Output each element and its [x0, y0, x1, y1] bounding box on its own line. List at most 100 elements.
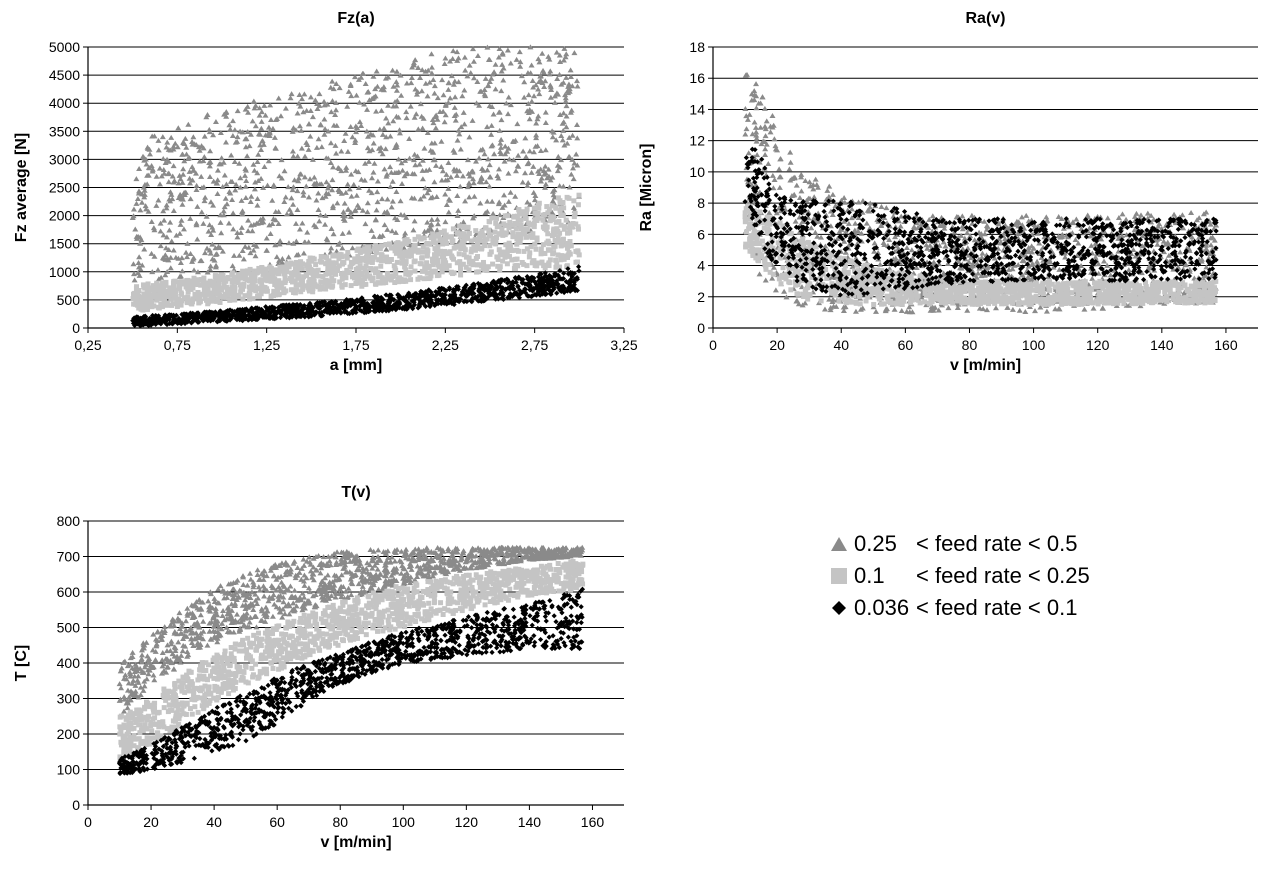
triangle-point — [189, 164, 196, 170]
diamond-point — [568, 276, 574, 283]
triangle-point — [855, 199, 862, 205]
triangle-point — [214, 180, 221, 186]
triangle-point — [484, 208, 491, 214]
square-point — [557, 238, 563, 244]
diamond-point — [290, 302, 296, 308]
square-point — [565, 255, 571, 261]
square-point — [173, 287, 179, 293]
triangle-point — [187, 250, 194, 256]
triangle-point — [234, 134, 241, 140]
diamond-point — [268, 306, 275, 312]
square-point — [561, 226, 567, 232]
diamond-point — [280, 307, 286, 313]
diamond-point — [288, 307, 295, 314]
square-point — [259, 282, 265, 288]
triangle-point — [190, 134, 197, 140]
square-point — [307, 276, 313, 282]
diamond-point — [420, 291, 426, 297]
diamond-point — [139, 321, 145, 327]
triangle-point — [355, 76, 362, 82]
triangle-point — [334, 200, 341, 206]
square-point — [188, 300, 194, 306]
diamond-point — [472, 294, 479, 300]
triangle-point — [1087, 233, 1094, 239]
triangle-point — [483, 179, 490, 185]
triangle-point — [189, 139, 196, 145]
triangle-point — [807, 183, 814, 189]
triangle-point — [537, 166, 544, 172]
triangle-point — [261, 102, 268, 108]
triangle-point — [1056, 306, 1063, 312]
square-point — [497, 267, 503, 273]
triangle-point — [771, 136, 778, 142]
triangle-point — [751, 119, 758, 125]
square-point — [520, 229, 526, 235]
square-point — [313, 283, 319, 289]
square-point — [331, 278, 337, 284]
triangle-point — [929, 213, 936, 219]
square-point — [247, 290, 253, 296]
square-point — [170, 280, 176, 286]
diamond-point — [541, 283, 547, 289]
triangle-point — [393, 103, 400, 109]
triangle-point — [163, 245, 170, 251]
square-point — [264, 288, 270, 294]
triangle-point — [316, 218, 323, 224]
square-point — [530, 231, 536, 237]
triangle-point — [279, 259, 286, 265]
triangle-point — [276, 241, 283, 247]
triangle-point — [207, 250, 214, 256]
triangle-point — [179, 268, 186, 274]
square-point — [443, 232, 449, 238]
triangle-point — [339, 230, 346, 236]
triangle-point — [772, 287, 779, 293]
square-point — [540, 217, 546, 223]
square-point — [392, 244, 398, 250]
diamond-point — [383, 308, 389, 314]
square-point — [438, 248, 444, 254]
triangle-point — [760, 138, 767, 144]
diamond-point — [377, 305, 384, 311]
square-point — [461, 245, 467, 251]
diamond-point — [482, 287, 488, 294]
diamond-point — [267, 310, 273, 316]
triangle-point — [466, 62, 473, 68]
diamond-point — [346, 310, 353, 317]
triangle-point — [299, 220, 306, 226]
square-point — [463, 264, 469, 270]
diamond-point — [208, 312, 214, 318]
triangle-point — [547, 94, 554, 100]
triangle-point — [445, 185, 452, 191]
triangle-point — [244, 153, 251, 159]
square-point — [482, 267, 488, 273]
square-point — [576, 252, 582, 258]
triangle-point — [563, 124, 570, 130]
square-point — [298, 289, 304, 295]
square-point — [224, 292, 230, 298]
triangle-point — [979, 250, 986, 256]
triangle-point — [131, 277, 138, 283]
square-point — [301, 274, 307, 280]
triangle-point — [177, 176, 184, 182]
triangle-point — [420, 115, 427, 121]
triangle-point — [501, 158, 508, 164]
square-point — [252, 274, 258, 280]
triangle-point — [519, 179, 526, 185]
square-point — [163, 279, 169, 285]
triangle-point — [374, 189, 381, 195]
diamond-point — [330, 301, 336, 307]
triangle-point — [240, 256, 247, 262]
diamond-point — [477, 293, 483, 299]
square-point — [397, 245, 403, 251]
square-point — [369, 259, 375, 265]
square-point — [336, 263, 342, 269]
square-point — [562, 224, 568, 230]
triangle-point — [222, 195, 229, 201]
square-point — [178, 302, 184, 308]
square-point — [540, 212, 546, 218]
triangle-point — [542, 147, 549, 153]
triangle-point — [286, 206, 293, 212]
square-point — [419, 255, 425, 261]
diamond-point — [212, 309, 218, 315]
diamond-point — [272, 308, 278, 315]
